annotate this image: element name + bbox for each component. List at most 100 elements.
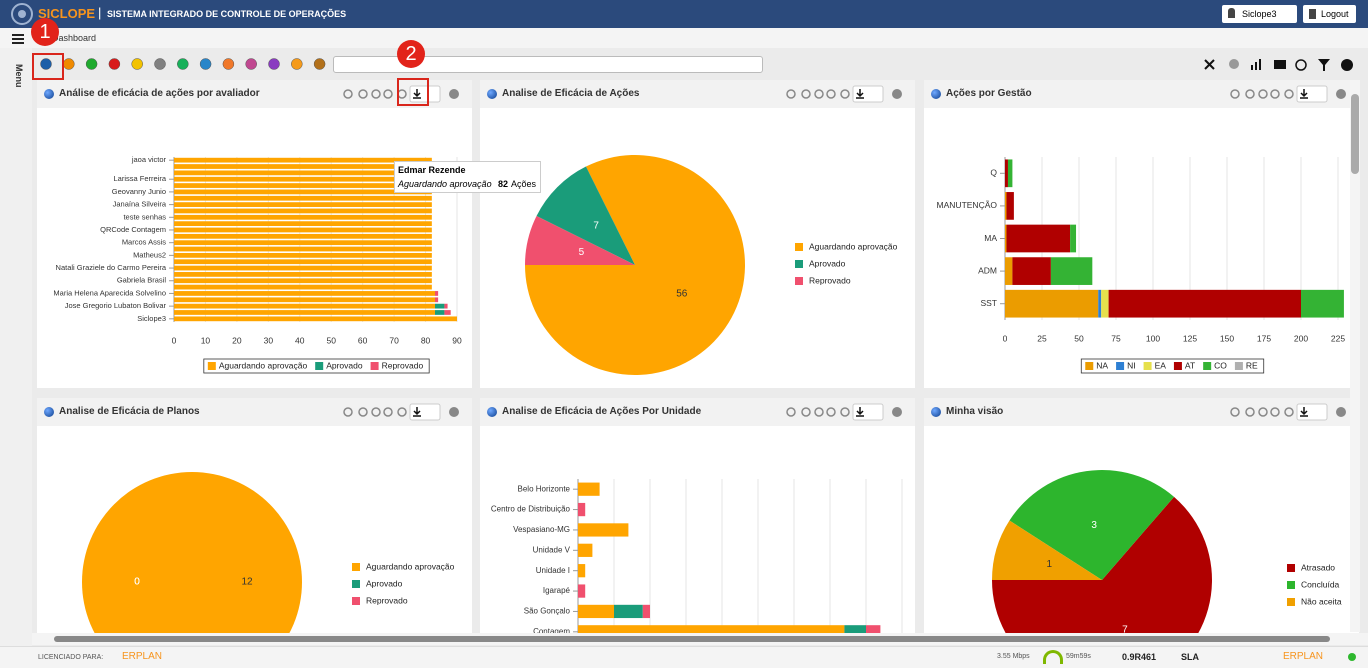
help-icon[interactable] bbox=[1341, 59, 1353, 71]
h-scroll-thumb[interactable] bbox=[54, 636, 1330, 642]
tool-icon[interactable] bbox=[1284, 407, 1294, 417]
tool-icon[interactable] bbox=[786, 89, 796, 99]
tool-icon[interactable] bbox=[1258, 89, 1268, 99]
y-tick-label: Geovanny Junio bbox=[112, 187, 166, 196]
bar-segment bbox=[174, 303, 435, 309]
theme-dot[interactable] bbox=[85, 58, 98, 70]
tool-icon[interactable] bbox=[383, 407, 393, 417]
online-dot bbox=[1348, 653, 1356, 661]
export-icon bbox=[413, 407, 421, 417]
tool-icon[interactable] bbox=[1270, 89, 1280, 99]
panel-header: Análise de eficácia de ações por avaliad… bbox=[37, 80, 472, 108]
tool-icon[interactable] bbox=[1245, 89, 1255, 99]
theme-dot[interactable] bbox=[222, 58, 235, 70]
legend-item: EA bbox=[1143, 360, 1167, 370]
v-scroll-thumb[interactable] bbox=[1351, 94, 1359, 174]
tool-icon[interactable] bbox=[1284, 89, 1294, 99]
theme-dot[interactable] bbox=[291, 58, 303, 70]
panel-chart: 0102030405060708090Belo HorizonteCentro … bbox=[491, 479, 903, 638]
logout-button[interactable]: Logout bbox=[1303, 5, 1356, 23]
tool-icon[interactable] bbox=[343, 89, 353, 99]
tool-icon[interactable] bbox=[358, 407, 368, 417]
tool-icon[interactable] bbox=[358, 89, 368, 99]
y-tick-label: Belo Horizonte bbox=[518, 484, 571, 493]
close-icon[interactable] bbox=[1336, 89, 1346, 99]
tool-icon[interactable] bbox=[343, 407, 353, 417]
user-menu[interactable]: Siclope3 bbox=[1222, 5, 1297, 23]
tool-icon[interactable] bbox=[814, 89, 824, 99]
tool-icon[interactable] bbox=[786, 407, 796, 417]
panel-title: Análise de eficácia de ações por avaliad… bbox=[59, 88, 260, 99]
bar-segment bbox=[578, 482, 600, 496]
legend-swatch bbox=[370, 362, 379, 370]
y-tick-label: teste senhas bbox=[123, 212, 166, 221]
close-icon[interactable] bbox=[1204, 59, 1215, 70]
theme-dot[interactable] bbox=[154, 58, 166, 70]
tooltip-title: Edmar Rezende bbox=[398, 165, 466, 175]
tool-icon[interactable] bbox=[826, 89, 836, 99]
refresh-icon[interactable] bbox=[1295, 59, 1307, 71]
close-icon[interactable] bbox=[892, 407, 902, 417]
theme-dot[interactable] bbox=[245, 58, 257, 70]
v-scrollbar[interactable] bbox=[1350, 80, 1360, 632]
x-tick-label: 20 bbox=[232, 335, 242, 345]
legend-swatch bbox=[352, 580, 360, 588]
y-tick-label: Matheus2 bbox=[133, 250, 166, 259]
tool-icon[interactable] bbox=[1230, 89, 1240, 99]
y-tick-label: Unidade V bbox=[533, 545, 571, 554]
filter-icon[interactable] bbox=[1318, 59, 1330, 71]
tab[interactable]: Dashboard bbox=[52, 33, 97, 43]
highlight-2 bbox=[397, 78, 429, 106]
close-icon[interactable] bbox=[892, 89, 902, 99]
tool-icon[interactable] bbox=[840, 89, 850, 99]
tool-icon[interactable] bbox=[1245, 407, 1255, 417]
speed: 3.55 Mbps bbox=[997, 653, 1030, 660]
tool-icon[interactable] bbox=[397, 407, 407, 417]
panel: 12 Aguardando aprovação 0 Aprovado 0 Reprovad… bbox=[37, 398, 472, 638]
x-tick-label: 150 bbox=[1220, 333, 1234, 343]
legend-item: AT bbox=[1173, 360, 1195, 370]
user-name: Siclope3 bbox=[1242, 9, 1277, 19]
logout-icon bbox=[1309, 9, 1316, 19]
chart-icon[interactable] bbox=[1251, 59, 1261, 70]
bar-segment bbox=[1101, 289, 1109, 318]
tool-icon[interactable] bbox=[801, 89, 811, 99]
screen-icon[interactable] bbox=[1274, 60, 1286, 69]
tool-icon[interactable] bbox=[826, 407, 836, 417]
theme-dot[interactable] bbox=[268, 58, 280, 70]
bar-segment bbox=[578, 523, 629, 537]
bar-segment bbox=[174, 164, 432, 169]
search-input[interactable] bbox=[333, 56, 763, 73]
theme-dot[interactable] bbox=[177, 58, 189, 70]
theme-dot[interactable] bbox=[108, 58, 121, 70]
tool-icon[interactable] bbox=[371, 407, 381, 417]
close-icon[interactable] bbox=[449, 89, 459, 99]
tool-icon[interactable] bbox=[801, 407, 811, 417]
status-icon[interactable] bbox=[1229, 59, 1239, 69]
h-scrollbar[interactable] bbox=[32, 633, 1368, 645]
theme-dot[interactable] bbox=[63, 58, 75, 70]
theme-dot[interactable] bbox=[40, 58, 52, 70]
legend-swatch bbox=[1085, 362, 1094, 370]
bar-segment bbox=[444, 303, 448, 309]
tool-icon[interactable] bbox=[371, 89, 381, 99]
tool-icon[interactable] bbox=[814, 407, 824, 417]
tool-icon[interactable] bbox=[1230, 407, 1240, 417]
legend-label: RE bbox=[1246, 360, 1258, 370]
close-icon[interactable] bbox=[1336, 407, 1346, 417]
legend-label: EA bbox=[1155, 360, 1167, 370]
tool-icon[interactable] bbox=[1270, 407, 1280, 417]
close-icon[interactable] bbox=[449, 407, 459, 417]
tool-icon[interactable] bbox=[383, 89, 393, 99]
theme-dot[interactable] bbox=[131, 58, 143, 70]
export-icon bbox=[856, 89, 864, 99]
tool-icon[interactable] bbox=[1258, 407, 1268, 417]
tool-icon[interactable] bbox=[840, 407, 850, 417]
theme-dot[interactable] bbox=[313, 58, 326, 70]
menu-icon[interactable] bbox=[12, 33, 26, 45]
panel-title: Analise de Eficácia de Planos bbox=[59, 406, 200, 417]
export-icon bbox=[856, 407, 864, 417]
theme-dot[interactable] bbox=[199, 58, 212, 70]
sla[interactable]: SLA bbox=[1181, 652, 1199, 662]
data-label: 3 bbox=[1091, 520, 1097, 531]
